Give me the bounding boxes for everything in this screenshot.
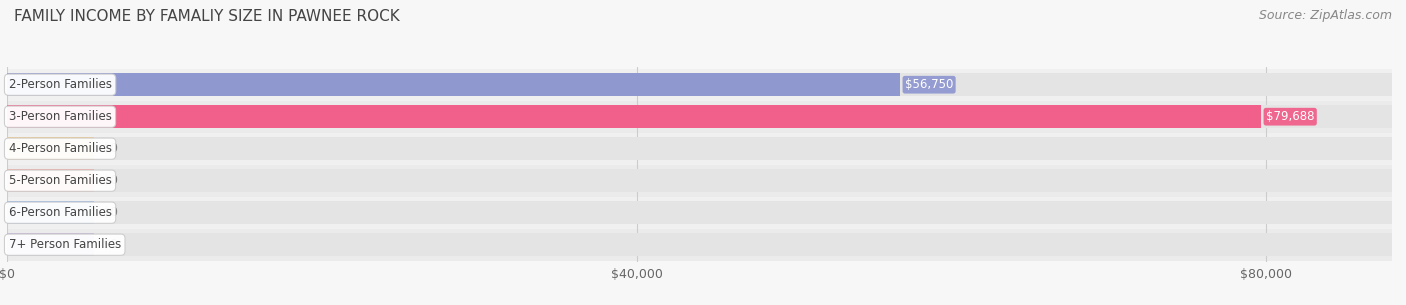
Text: $0: $0 [103,174,118,187]
Text: Source: ZipAtlas.com: Source: ZipAtlas.com [1258,9,1392,22]
Bar [7,169,94,192]
Bar [7,105,1261,128]
Bar [7,197,1392,229]
Bar [7,73,900,96]
Bar [7,165,1392,197]
Text: $0: $0 [103,142,118,155]
Bar [7,73,1392,96]
Text: 4-Person Families: 4-Person Families [8,142,111,155]
Bar [7,233,94,256]
Bar [7,101,1392,133]
Bar [7,133,1392,165]
Bar [7,229,1392,261]
Bar [7,69,1392,101]
Text: $0: $0 [103,206,118,219]
Text: 3-Person Families: 3-Person Families [8,110,111,123]
Bar [7,105,1392,128]
Text: 2-Person Families: 2-Person Families [8,78,111,91]
Text: $79,688: $79,688 [1265,110,1315,123]
Text: 6-Person Families: 6-Person Families [8,206,111,219]
Bar [7,137,1392,160]
Text: $0: $0 [103,238,118,251]
Bar [7,233,1392,256]
Text: 5-Person Families: 5-Person Families [8,174,111,187]
Bar [7,201,1392,224]
Text: FAMILY INCOME BY FAMALIY SIZE IN PAWNEE ROCK: FAMILY INCOME BY FAMALIY SIZE IN PAWNEE … [14,9,399,24]
Bar [7,201,94,224]
Text: $56,750: $56,750 [905,78,953,91]
Bar [7,169,1392,192]
Bar [7,137,94,160]
Text: 7+ Person Families: 7+ Person Families [8,238,121,251]
